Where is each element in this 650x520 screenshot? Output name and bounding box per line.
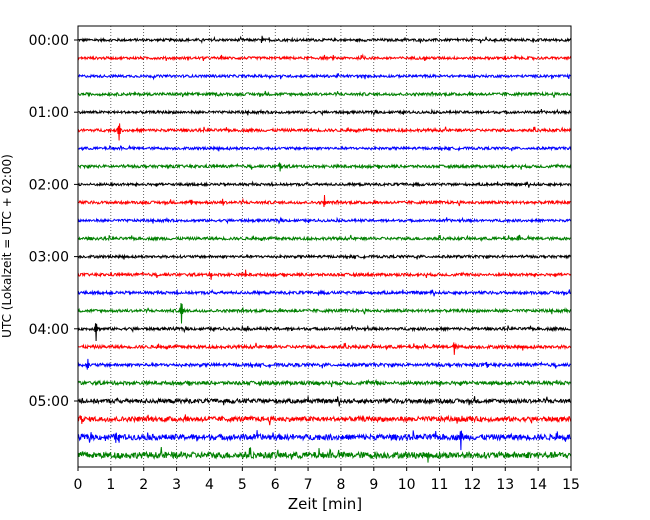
y-tick-label-1: 01:00 (29, 105, 69, 121)
trace-16 (77, 323, 572, 342)
trace-10 (77, 216, 572, 225)
trace-2 (77, 72, 572, 81)
trace-14 (77, 288, 572, 297)
y-axis-label: UTC (Lokalzeit = UTC + 02:00) (0, 154, 14, 338)
trace-23 (77, 447, 572, 463)
x-tick-label-13: 13 (496, 477, 514, 493)
x-tick-label-14: 14 (529, 477, 547, 493)
y-tick-label-2: 02:00 (29, 177, 69, 193)
x-tick-label-5: 5 (238, 477, 247, 493)
y-tick-label-0: 00:00 (29, 33, 69, 49)
trace-5 (77, 123, 572, 141)
x-tick-label-9: 9 (369, 477, 378, 493)
x-tick-label-6: 6 (271, 477, 280, 493)
trace-6 (78, 144, 572, 152)
y-tick-label-4: 04:00 (29, 322, 69, 338)
trace-7 (77, 162, 572, 172)
trace-18 (77, 358, 572, 370)
plot-frame (77, 25, 572, 468)
x-tick-label-15: 15 (562, 477, 580, 493)
seismogram-traces (77, 35, 572, 463)
y-axis-ticks: 00:00 01:00 02:00 03:00 04:00 05:00 (29, 33, 78, 410)
x-tick-label-4: 4 (205, 477, 214, 493)
x-tick-label-12: 12 (463, 477, 481, 493)
x-axis-label: Zeit [min] (288, 495, 362, 513)
trace-15 (77, 302, 572, 324)
x-tick-label-10: 10 (398, 477, 416, 493)
trace-11 (77, 234, 572, 242)
trace-21 (77, 414, 572, 426)
x-tick-label-3: 3 (172, 477, 181, 493)
x-tick-label-11: 11 (431, 477, 449, 493)
trace-8 (77, 180, 572, 188)
trace-3 (77, 90, 572, 98)
trace-17 (77, 342, 572, 355)
trace-22 (77, 430, 572, 451)
x-axis-ticks: 0 1 2 3 4 5 6 7 8 9 10 11 12 13 14 15 (74, 467, 580, 493)
trace-0 (77, 35, 572, 45)
trace-9 (77, 194, 572, 208)
trace-4 (77, 108, 572, 117)
trace-13 (77, 269, 572, 280)
y-tick-label-3: 03:00 (29, 250, 69, 266)
x-tick-label-0: 0 (74, 477, 83, 493)
x-tick-label-1: 1 (106, 477, 115, 493)
x-tick-label-7: 7 (304, 477, 313, 493)
x-tick-label-2: 2 (139, 477, 148, 493)
trace-12 (77, 253, 572, 260)
trace-20 (77, 396, 572, 407)
trace-19 (77, 378, 572, 388)
x-tick-label-8: 8 (336, 477, 345, 493)
y-tick-label-5: 05:00 (29, 394, 69, 410)
trace-1 (77, 53, 572, 62)
